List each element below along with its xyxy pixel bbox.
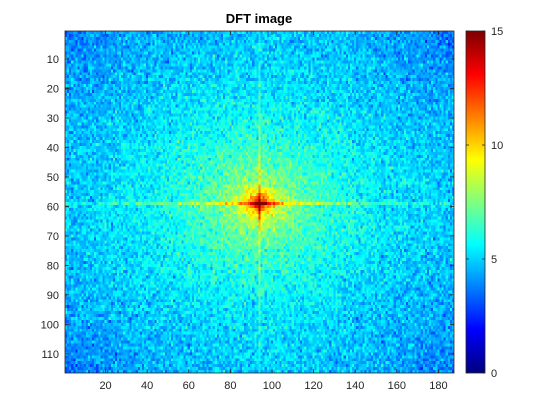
x-tick-label: 80 xyxy=(224,380,236,392)
y-tick-label: 20 xyxy=(47,83,59,95)
colorbar-tick-label: 10 xyxy=(491,140,503,152)
y-tick-label: 50 xyxy=(47,172,59,184)
x-tick-label: 40 xyxy=(141,380,153,392)
heatmap-image xyxy=(65,31,454,373)
colorbar-tick-label: 0 xyxy=(491,368,497,380)
x-tick-label: 160 xyxy=(388,380,406,392)
y-tick-label: 90 xyxy=(47,290,59,302)
x-tick-label: 100 xyxy=(263,380,281,392)
colorbar-gradient xyxy=(466,31,485,373)
plot-frame xyxy=(64,30,455,374)
y-axis-ticks: 10 20 30 40 50 60 70 80 90 100 110 xyxy=(41,54,454,361)
colorbar-ticks: 0 5 10 15 xyxy=(466,26,503,380)
y-tick-label: 80 xyxy=(47,260,59,272)
y-tick-label: 60 xyxy=(47,201,59,213)
x-tick-label: 180 xyxy=(429,380,447,392)
x-tick-label: 20 xyxy=(99,380,111,392)
y-tick-label: 110 xyxy=(41,349,59,361)
y-tick-label: 30 xyxy=(47,113,59,125)
colorbar-tick-label: 5 xyxy=(491,254,497,266)
chart-title: DFT image xyxy=(226,11,292,26)
y-tick-label: 10 xyxy=(47,54,59,66)
colorbar-tick-label: 15 xyxy=(491,26,503,38)
y-tick-label: 40 xyxy=(47,142,59,154)
x-tick-label: 120 xyxy=(304,380,322,392)
y-tick-label: 70 xyxy=(47,231,59,243)
y-tick-label: 100 xyxy=(41,319,59,331)
x-tick-label: 60 xyxy=(183,380,195,392)
colorbar-frame xyxy=(465,30,486,374)
x-tick-label: 140 xyxy=(346,380,364,392)
x-axis-ticks: 20 40 60 80 100 120 140 160 180 xyxy=(99,31,448,392)
